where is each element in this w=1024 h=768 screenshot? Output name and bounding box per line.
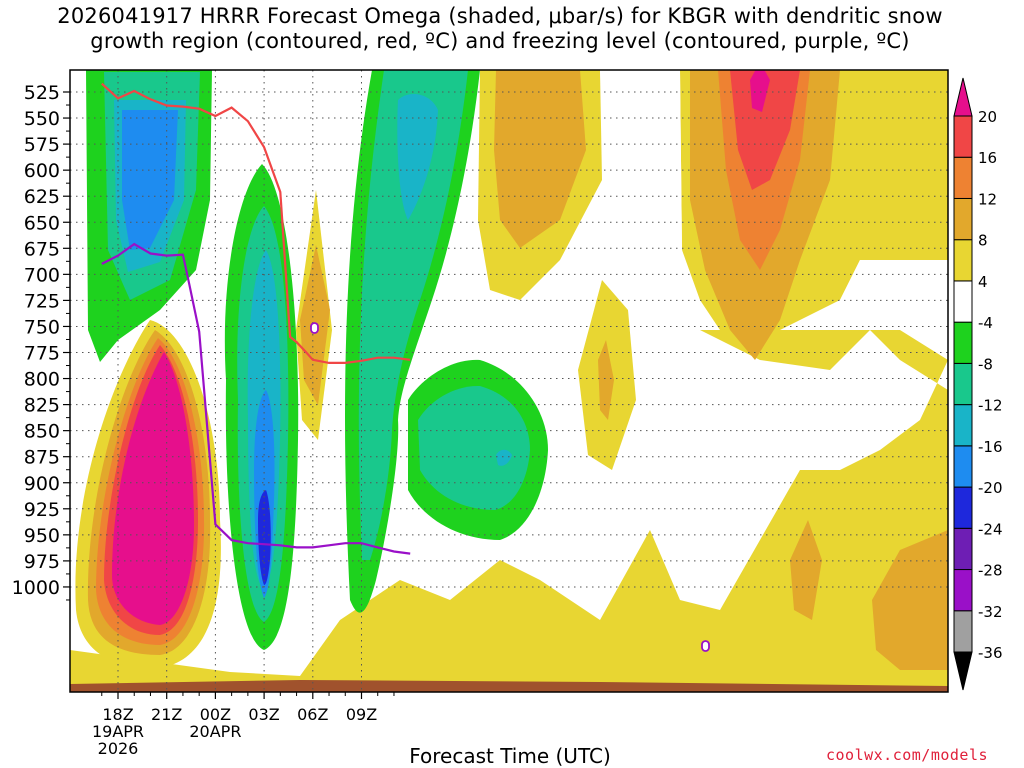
x-tick-label: 00Z bbox=[200, 705, 231, 724]
y-tick-label: 800 bbox=[24, 369, 60, 391]
colorbar-tick-label: 20 bbox=[978, 108, 997, 126]
y-tick-label: 700 bbox=[24, 264, 60, 286]
colorbar-tick-label: -28 bbox=[978, 562, 1003, 580]
colorbar-bin bbox=[953, 77, 973, 117]
colorbar-tick-label: -32 bbox=[978, 603, 1003, 621]
y-tick-label: 525 bbox=[24, 82, 60, 104]
colorbar-bin bbox=[953, 610, 973, 653]
colorbar-bin bbox=[953, 115, 973, 158]
colorbar-tick-label: -8 bbox=[978, 355, 993, 373]
colorbar-tick-label: -36 bbox=[978, 644, 1003, 662]
chart-title-line-1: 2026041917 HRRR Forecast Omega (shaded, … bbox=[57, 4, 943, 28]
freezing-level-contour-label bbox=[701, 640, 710, 652]
omega-positive-4-region bbox=[840, 260, 930, 330]
source-credit: coolwx.com/models bbox=[826, 746, 989, 764]
x-tick-date-label: 20APR bbox=[189, 722, 241, 741]
freezing-level-contour-label bbox=[310, 322, 319, 334]
y-axis: 525 550 575 600 625 650 675 700 725 750 775 800 825 8… bbox=[12, 82, 70, 601]
colorbar-bin bbox=[953, 239, 973, 282]
terrain-surface bbox=[70, 680, 948, 692]
colorbar-bin bbox=[953, 445, 973, 488]
colorbar-bin bbox=[953, 197, 973, 241]
omega-positive-8-region bbox=[540, 80, 566, 110]
freezing-level-contour bbox=[101, 242, 411, 555]
omega-positive-20-region bbox=[750, 70, 770, 112]
chart-title: 2026041917 HRRR Forecast Omega (shaded, … bbox=[0, 4, 1000, 54]
omega-positive-20-region bbox=[112, 352, 194, 625]
colorbar-bin bbox=[953, 404, 973, 447]
colorbar-bin bbox=[953, 362, 973, 406]
y-tick-label: 650 bbox=[24, 212, 60, 234]
x-tick-label: 18Z bbox=[102, 705, 133, 724]
y-tick-label: 600 bbox=[24, 160, 60, 182]
omega-positive-16-region bbox=[730, 70, 800, 190]
y-tick-label: 625 bbox=[24, 186, 60, 208]
colorbar-tick-label: -12 bbox=[978, 397, 1003, 415]
y-tick-label: 825 bbox=[24, 395, 60, 417]
x-tick-label: 21Z bbox=[151, 705, 182, 724]
x-tick-date-label: 19APR bbox=[92, 722, 144, 741]
colorbar-tick-label: 8 bbox=[978, 232, 988, 250]
y-tick-label: 975 bbox=[24, 551, 60, 573]
plot-frame bbox=[69, 69, 949, 693]
colorbar-bin bbox=[953, 156, 973, 199]
omega-positive-4-region bbox=[70, 330, 948, 690]
y-tick-label: 550 bbox=[24, 108, 60, 130]
colorbar-tick-label: -24 bbox=[978, 520, 1003, 538]
omega-shading bbox=[70, 70, 948, 692]
colorbar: 20 16 12 8 4 -4 -8 -12 -16 -20 -24 -28 -32 -36 bbox=[953, 77, 1003, 691]
omega-negative-16-region bbox=[122, 110, 178, 250]
y-tick-label: 775 bbox=[24, 343, 60, 365]
y-tick-label: 1000 bbox=[12, 577, 60, 599]
y-tick-label: 750 bbox=[24, 316, 60, 338]
colorbar-bin bbox=[953, 486, 973, 529]
x-tick-label: 09Z bbox=[346, 705, 377, 724]
omega-negative-12-region bbox=[397, 94, 438, 220]
y-tick-label: 850 bbox=[24, 421, 60, 443]
omega-negative-8-region bbox=[418, 385, 530, 510]
colorbar-bin bbox=[953, 527, 973, 571]
colorbar-tick-label: 12 bbox=[978, 190, 997, 208]
omega-positive-8-region bbox=[790, 520, 822, 620]
y-tick-label: 950 bbox=[24, 525, 60, 547]
omega-positive-4-region bbox=[600, 70, 700, 330]
chart-title-line-2: growth region (contoured, red, ºC) and f… bbox=[90, 29, 910, 53]
x-axis-title: Forecast Time (UTC) bbox=[409, 744, 611, 768]
x-tick-label: 06Z bbox=[297, 705, 328, 724]
omega-positive-8-region bbox=[598, 340, 614, 420]
y-tick-label: 900 bbox=[24, 473, 60, 495]
colorbar-tick-label: -16 bbox=[978, 438, 1003, 456]
plot-gridlines bbox=[70, 70, 948, 692]
omega-negative-8-region bbox=[358, 70, 468, 560]
colorbar-bin bbox=[953, 280, 973, 323]
colorbar-bin bbox=[953, 321, 973, 364]
y-tick-label: 875 bbox=[24, 447, 60, 469]
dendritic-growth-contour bbox=[101, 82, 411, 364]
colorbar-bin bbox=[953, 569, 973, 612]
omega-positive-8-region bbox=[494, 70, 586, 248]
omega-positive-8-region bbox=[872, 530, 948, 670]
colorbar-tick-label: -20 bbox=[978, 479, 1003, 497]
omega-negative-20-region bbox=[258, 490, 271, 585]
colorbar-tick-label: 4 bbox=[978, 273, 988, 291]
colorbar-tick-label: 16 bbox=[978, 149, 997, 167]
omega-negative-12-region bbox=[496, 449, 512, 466]
y-tick-label: 575 bbox=[24, 134, 60, 156]
colorbar-bin bbox=[953, 651, 973, 691]
y-tick-label: 925 bbox=[24, 499, 60, 521]
y-tick-label: 675 bbox=[24, 238, 60, 260]
colorbar-tick-label: -4 bbox=[978, 314, 993, 332]
x-tick-year-label: 2026 bbox=[98, 739, 139, 758]
y-tick-label: 725 bbox=[24, 290, 60, 312]
x-tick-label: 03Z bbox=[248, 705, 279, 724]
